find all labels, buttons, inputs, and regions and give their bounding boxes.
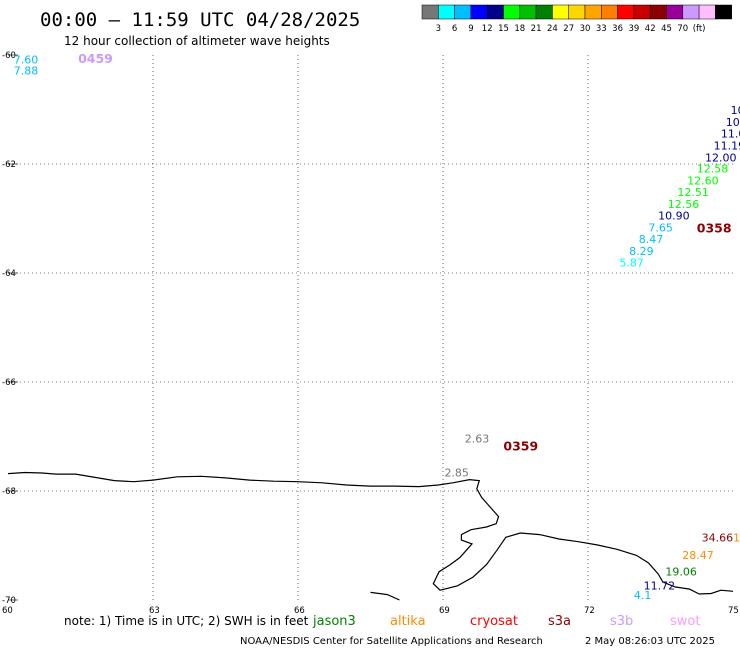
swh-data-labels: 7.607.8810.10.11.011.1912.0012.5812.6012… [14,54,740,602]
lat-tick-label: -62 [2,160,16,170]
lat-tick-label: -68 [2,487,16,497]
scale-label: 21 [531,24,542,34]
pass-time-label: 0459 [78,51,113,66]
scale-label: 15 [498,24,509,34]
scale-swatch [698,4,716,20]
swh-value-label: 11.0 [721,127,740,140]
scale-swatch [470,4,488,20]
satellite-legend: jason3 altika cryosat s3a s3b swot [312,614,700,629]
lon-tick-label: 75 [728,606,739,616]
lat-tick-label: -66 [2,378,16,388]
scale-label: 3 [436,24,441,34]
scale-swatch [454,4,472,20]
swh-value-label: 11.19 [714,139,740,152]
scale-swatch [535,4,553,20]
coastline [7,471,734,601]
scale-label: 36 [612,24,623,34]
swh-value-label: 2.63 [465,432,490,445]
scale-label: 70 [677,24,688,34]
swh-value-label: 10. [726,116,740,129]
scale-swatch [633,4,651,20]
footer-credit: NOAA/NESDIS Center for Satellite Applica… [240,636,543,647]
map-title: 00:00 – 11:59 UTC 04/28/2025 [40,9,360,31]
scale-label: 42 [645,24,656,34]
scale-label: 30 [580,24,591,34]
swh-value-label: 7.65 [648,222,673,235]
scale-swatch [666,4,684,20]
swh-value-label: 12.60 [687,175,719,188]
swh-value-label: 10.90 [658,210,690,223]
swh-value-label: 5.87 [619,256,644,269]
scale-swatch [601,4,618,20]
satellite-label-s3b: s3b [610,614,633,629]
satellite-label-jason3: jason3 [312,614,356,629]
swh-value-label: 19.06 [665,565,697,578]
swh-value-label: 4.1 [634,589,652,602]
scale-label: 24 [547,24,558,34]
lat-tick-label: -64 [2,269,16,279]
scale-label: (ft) [693,24,706,34]
lon-tick-label: 63 [149,606,160,616]
scale-label: 6 [452,24,457,34]
swh-value-label: 12.00 [705,151,737,164]
satellite-label-altika: altika [390,614,426,629]
scale-swatch [503,4,521,20]
swh-value-label: 34.66 [702,532,734,545]
scale-label: 9 [468,24,473,34]
swh-value-label: 10. [731,104,740,117]
lat-tick-label: -70 [2,596,16,606]
lat-tick-label: -60 [2,51,16,61]
scale-swatch [552,4,569,20]
pass-time-label: 0359 [503,438,538,453]
lon-tick-label: 72 [584,606,595,616]
scale-label: 39 [628,24,639,34]
scale-swatch [438,4,455,20]
pass-time-label: 0358 [697,220,732,235]
swh-value-label: 7.88 [14,65,39,78]
scale-label: 18 [514,24,525,34]
scale-swatch [568,4,586,20]
lon-tick-label: 66 [294,606,305,616]
swh-value-label: 8.29 [629,245,654,258]
scale-swatch [421,4,439,20]
swh-value-label: 8.47 [639,233,664,246]
scale-swatch [715,4,732,20]
scale-label: 12 [482,24,493,34]
scale-label: 33 [596,24,607,34]
swh-value-label: 1 [733,532,740,545]
swh-value-label: 7.60 [14,54,39,67]
swh-value-label: 11.72 [644,580,676,593]
lon-tick-label: 60 [2,606,13,616]
color-scale-legend: 3 6 9 12 15 18 21 24 27 30 33 36 39 42 45 70 (ft) [421,4,732,34]
map-subtitle: 12 hour collection of altimeter wave hei… [64,34,330,48]
footer-timestamp: 2 May 08:26:03 UTC 2025 [585,636,715,647]
swh-value-label: 12.56 [668,198,700,211]
scale-swatch [649,4,667,20]
swh-value-label: 12.51 [677,186,709,199]
pass-time-labels: 0459 0358 0359 [78,51,731,453]
swh-value-label: 12.58 [697,163,729,176]
scale-swatch [617,4,635,20]
satellite-label-s3a: s3a [548,614,571,629]
swh-value-label: 28.47 [682,549,714,562]
scale-swatch [486,4,504,20]
scale-label: 27 [563,24,574,34]
scale-swatch [519,4,537,20]
satellite-label-swot: swot [670,614,700,629]
coastline-path [7,471,734,595]
swh-value-label: 2.85 [444,466,469,479]
coastline-fragment [370,591,400,601]
lat-lon-grid [8,55,733,600]
footer-note: note: 1) Time is in UTC; 2) SWH is in fe… [64,614,309,628]
scale-swatch [584,4,602,20]
scale-swatch [682,4,700,20]
scale-label: 45 [661,24,672,34]
satellite-label-cryosat: cryosat [470,614,518,629]
lon-tick-label: 69 [439,606,450,616]
